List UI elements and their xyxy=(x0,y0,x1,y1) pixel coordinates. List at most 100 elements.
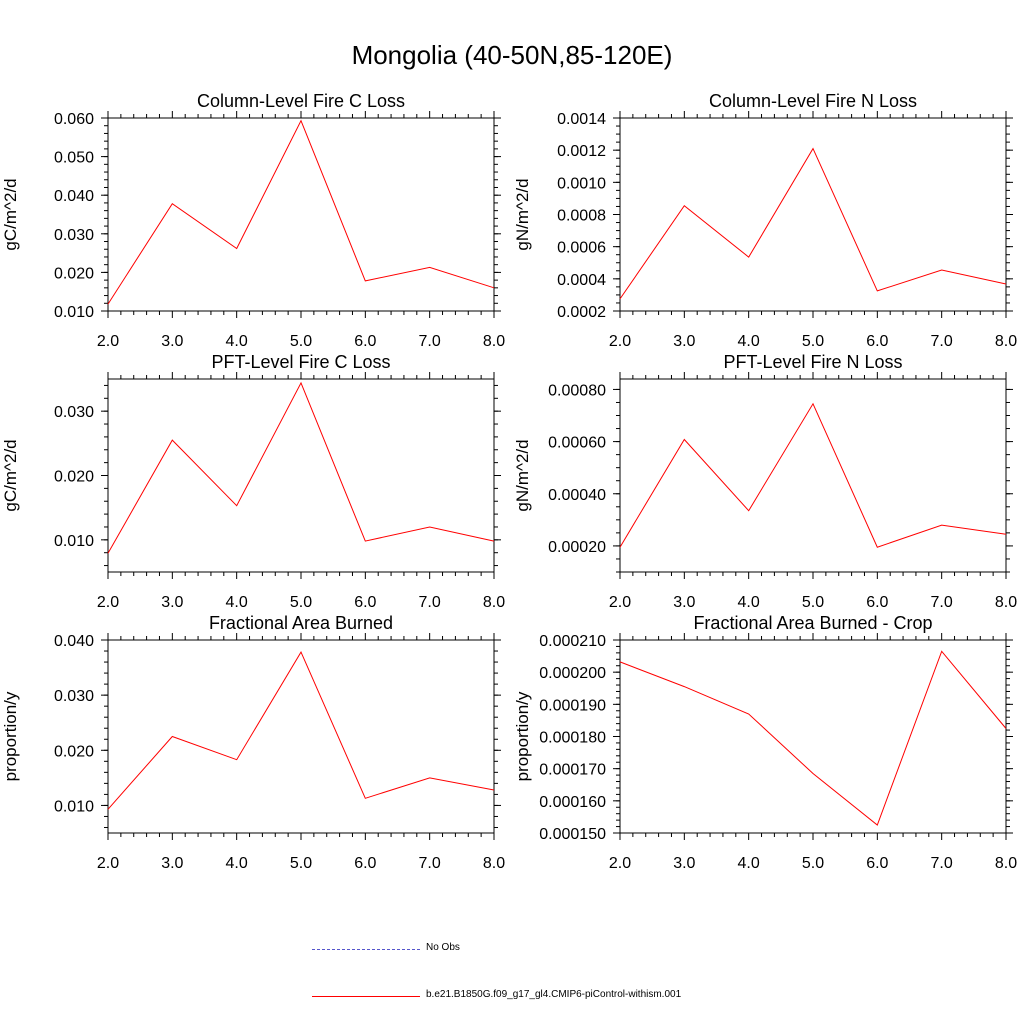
panel-title: Fractional Area Burned - Crop xyxy=(693,613,932,633)
panel-title: Fractional Area Burned xyxy=(209,613,393,633)
x-tick-label: 4.0 xyxy=(738,594,760,611)
x-tick-label: 3.0 xyxy=(161,855,183,872)
x-tick-label: 5.0 xyxy=(802,594,824,611)
x-tick-label: 7.0 xyxy=(419,855,441,872)
y-axis-label: proportion/y xyxy=(513,691,532,781)
y-tick-label: 0.040 xyxy=(54,188,94,205)
x-tick-label: 3.0 xyxy=(161,333,183,350)
panel-title: Column-Level Fire N Loss xyxy=(709,91,917,111)
legend-obs-label: No Obs xyxy=(426,942,460,953)
y-tick-label: 0.000150 xyxy=(539,826,606,843)
y-tick-label: 0.010 xyxy=(54,304,94,321)
panel-6: 2.0 3.0 4.0 5.0 6.0 7.0 8.0 0.000150 0.000160 0.0… xyxy=(513,613,1017,872)
plot-frame xyxy=(619,639,1007,834)
plot-frame xyxy=(107,639,495,834)
x-tick-label: 4.0 xyxy=(738,855,760,872)
x-tick-label: 3.0 xyxy=(673,333,695,350)
x-tick-label: 8.0 xyxy=(483,855,505,872)
x-tick-label: 5.0 xyxy=(802,333,824,350)
x-tick-label: 3.0 xyxy=(161,594,183,611)
series-line xyxy=(619,147,1007,300)
x-tick-label: 6.0 xyxy=(866,333,888,350)
x-tick-label: 7.0 xyxy=(931,855,953,872)
y-tick-label: 0.00080 xyxy=(548,382,606,399)
panel-title: PFT-Level Fire C Loss xyxy=(211,352,390,372)
y-axis-label: gN/m^2/d xyxy=(513,178,532,250)
panel-2: 2.0 3.0 4.0 5.0 6.0 7.0 8.0 0.0002 0.0004 0.0006 0… xyxy=(513,91,1017,350)
y-tick-label: 0.000160 xyxy=(539,794,606,811)
x-tick-label: 3.0 xyxy=(673,594,695,611)
y-tick-label: 0.0004 xyxy=(557,272,606,289)
plot-frame xyxy=(619,378,1007,573)
y-tick-label: 0.030 xyxy=(54,227,94,244)
panel-4: 2.0 3.0 4.0 5.0 6.0 7.0 8.0 0.00020 0.00040 0.000… xyxy=(513,352,1017,611)
y-tick-label: 0.000210 xyxy=(539,633,606,650)
legend-obs-line xyxy=(312,949,420,950)
x-tick-label: 2.0 xyxy=(97,855,119,872)
panel-1: 2.0 3.0 4.0 5.0 6.0 7.0 8.0 0.010 0.020 0.030 0.04… xyxy=(1,91,505,350)
y-axis-label: gC/m^2/d xyxy=(1,178,20,250)
x-tick-label: 3.0 xyxy=(673,855,695,872)
x-tick-label: 4.0 xyxy=(226,333,248,350)
x-tick-label: 7.0 xyxy=(419,594,441,611)
x-tick-label: 8.0 xyxy=(483,594,505,611)
y-tick-label: 0.0008 xyxy=(557,208,606,225)
x-tick-label: 2.0 xyxy=(97,594,119,611)
x-tick-label: 6.0 xyxy=(354,855,376,872)
x-tick-label: 7.0 xyxy=(931,333,953,350)
plot-frame xyxy=(107,378,495,573)
x-tick-label: 4.0 xyxy=(226,594,248,611)
y-tick-label: 0.000170 xyxy=(539,762,606,779)
series-line xyxy=(619,402,1007,548)
x-tick-label: 2.0 xyxy=(609,594,631,611)
x-tick-label: 5.0 xyxy=(802,855,824,872)
y-tick-label: 0.030 xyxy=(54,404,94,421)
x-tick-label: 6.0 xyxy=(354,333,376,350)
x-tick-label: 2.0 xyxy=(609,855,631,872)
x-tick-label: 5.0 xyxy=(290,594,312,611)
x-tick-label: 6.0 xyxy=(866,855,888,872)
y-tick-label: 0.060 xyxy=(54,111,94,128)
series-line xyxy=(107,119,495,305)
y-tick-label: 0.000180 xyxy=(539,730,606,747)
panel-3: 2.0 3.0 4.0 5.0 6.0 7.0 8.0 0.010 0.020 0.030 PFT-… xyxy=(1,352,505,611)
x-tick-label: 8.0 xyxy=(995,333,1017,350)
y-tick-label: 0.0006 xyxy=(557,240,606,257)
panel-5: 2.0 3.0 4.0 5.0 6.0 7.0 8.0 0.010 0.020 0.030 0.04… xyxy=(1,613,505,872)
y-axis-label: proportion/y xyxy=(1,691,20,781)
figure-title: Mongolia (40-50N,85-120E) xyxy=(351,40,673,70)
y-tick-label: 0.0010 xyxy=(557,175,606,192)
x-tick-label: 2.0 xyxy=(609,333,631,350)
panel-title: Column-Level Fire C Loss xyxy=(197,91,405,111)
x-tick-label: 8.0 xyxy=(483,333,505,350)
y-axis-label: gC/m^2/d xyxy=(1,439,20,511)
y-tick-label: 0.030 xyxy=(54,688,94,705)
x-tick-label: 7.0 xyxy=(931,594,953,611)
x-tick-label: 6.0 xyxy=(354,594,376,611)
y-tick-label: 0.000190 xyxy=(539,697,606,714)
x-tick-label: 4.0 xyxy=(226,855,248,872)
series-line xyxy=(107,381,495,554)
x-tick-label: 7.0 xyxy=(419,333,441,350)
series-line xyxy=(107,651,495,810)
x-tick-label: 4.0 xyxy=(738,333,760,350)
legend-model-line xyxy=(312,996,420,997)
y-tick-label: 0.00040 xyxy=(548,487,606,504)
y-tick-label: 0.00020 xyxy=(548,539,606,556)
y-tick-label: 0.050 xyxy=(54,150,94,167)
y-tick-label: 0.040 xyxy=(54,633,94,650)
y-tick-label: 0.020 xyxy=(54,743,94,760)
x-tick-label: 6.0 xyxy=(866,594,888,611)
y-tick-label: 0.0002 xyxy=(557,304,606,321)
y-tick-label: 0.00060 xyxy=(548,435,606,452)
panel-title: PFT-Level Fire N Loss xyxy=(723,352,902,372)
x-tick-label: 2.0 xyxy=(97,333,119,350)
series-line xyxy=(619,650,1007,826)
y-tick-label: 0.000200 xyxy=(539,665,606,682)
y-tick-label: 0.020 xyxy=(54,265,94,282)
y-tick-label: 0.020 xyxy=(54,469,94,486)
x-tick-label: 5.0 xyxy=(290,333,312,350)
y-tick-label: 0.010 xyxy=(54,798,94,815)
